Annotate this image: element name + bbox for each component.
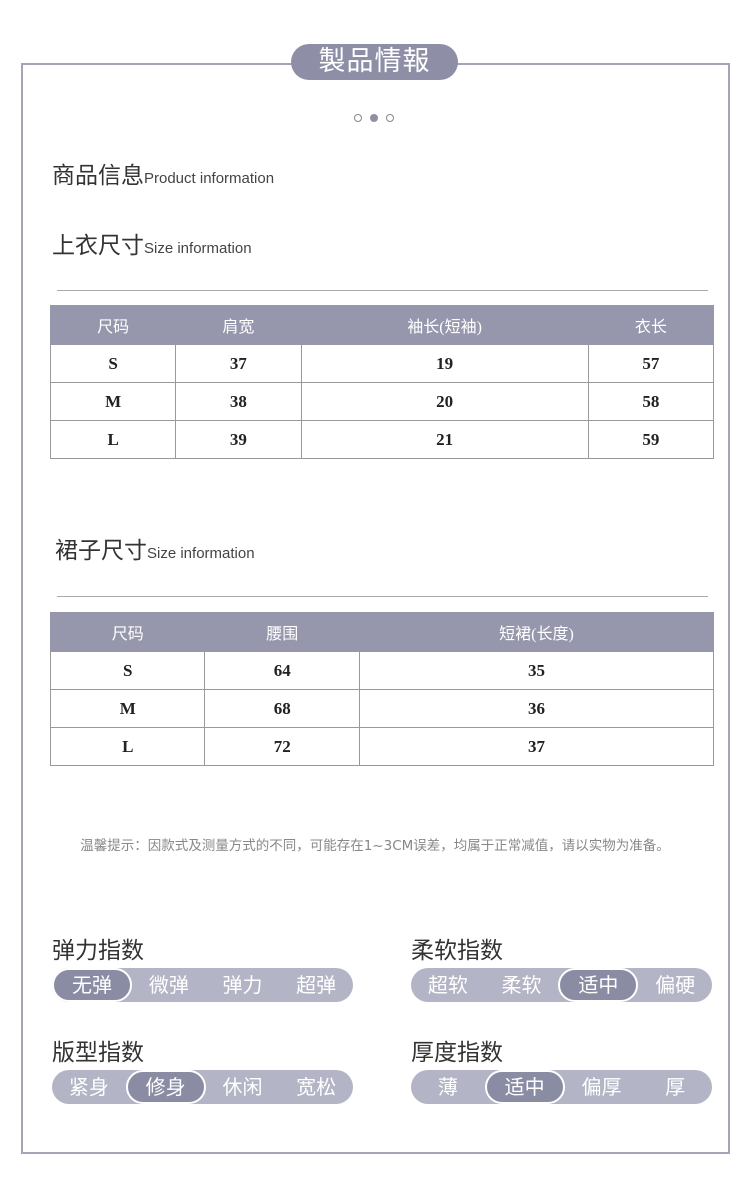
table-row: S 37 19 57 bbox=[49, 344, 715, 383]
size-tip: 温馨提示：因款式及测量方式的不同，可能存在1~3CM误差，均属于正常减值，请以实… bbox=[80, 838, 670, 854]
table-cell: 38 bbox=[175, 382, 302, 421]
index-option: 弹力 bbox=[222, 973, 263, 997]
table-cell: 58 bbox=[587, 382, 715, 421]
index-option: 休闲 bbox=[222, 1075, 263, 1099]
index-label: 厚度指数 bbox=[411, 1040, 503, 1066]
index-label: 版型指数 bbox=[52, 1040, 144, 1066]
heading-en: Size information bbox=[147, 545, 255, 562]
index-scale: 超软 柔软 适中 偏硬 bbox=[411, 968, 712, 1002]
index-option: 超软 bbox=[427, 973, 468, 997]
index-label: 柔软指数 bbox=[411, 938, 503, 964]
index-option: 厚 bbox=[665, 1075, 686, 1099]
table-cell: 57 bbox=[587, 344, 715, 383]
index-option-selected: 无弹 bbox=[52, 968, 132, 1002]
section-title-badge: 製品情報 bbox=[291, 44, 458, 80]
heading-zh: 裙子尺寸 bbox=[55, 538, 147, 564]
table-cell: 37 bbox=[358, 727, 715, 766]
product-info-heading: 商品信息Product information bbox=[52, 156, 274, 190]
skirt-size-heading: 裙子尺寸Size information bbox=[55, 531, 255, 565]
column-header: 袖长(短袖) bbox=[300, 305, 589, 345]
carousel-dot[interactable] bbox=[354, 114, 362, 122]
index-option: 微弹 bbox=[148, 973, 189, 997]
index-scale: 薄 适中 偏厚 厚 bbox=[411, 1070, 712, 1104]
table-cell: 68 bbox=[204, 689, 360, 728]
carousel-dot-active[interactable] bbox=[370, 114, 378, 122]
table-cell: 72 bbox=[204, 727, 360, 766]
table-row: M 38 20 58 bbox=[49, 382, 715, 421]
table-row: S 64 35 bbox=[49, 651, 715, 690]
index-scale: 无弹 微弹 弹力 超弹 bbox=[52, 968, 353, 1002]
index-label: 弹力指数 bbox=[52, 938, 144, 964]
divider bbox=[57, 290, 708, 291]
table-cell: 64 bbox=[204, 651, 360, 690]
skirt-size-table: 尺码 腰围 短裙(长度) S 64 35 M 68 36 L 72 37 bbox=[49, 612, 715, 766]
top-size-heading: 上衣尺寸Size information bbox=[52, 226, 252, 260]
table-row: L 72 37 bbox=[49, 727, 715, 766]
table-cell: 21 bbox=[300, 420, 589, 459]
table-cell: L bbox=[49, 420, 177, 459]
carousel-dots bbox=[354, 114, 394, 122]
table-cell: 59 bbox=[587, 420, 715, 459]
table-cell: 39 bbox=[175, 420, 302, 459]
table-row: M 68 36 bbox=[49, 689, 715, 728]
table-cell: 35 bbox=[358, 651, 715, 690]
index-option: 超弹 bbox=[296, 973, 337, 997]
table-cell: M bbox=[49, 382, 177, 421]
table-cell: S bbox=[49, 651, 206, 690]
heading-en: Size information bbox=[144, 240, 252, 257]
heading-en: Product information bbox=[144, 170, 275, 187]
index-option-selected: 适中 bbox=[484, 1070, 565, 1104]
index-option: 偏硬 bbox=[655, 973, 696, 997]
heading-zh: 商品信息 bbox=[52, 163, 144, 189]
divider bbox=[57, 596, 708, 597]
heading-zh: 上衣尺寸 bbox=[52, 233, 144, 259]
index-option: 偏厚 bbox=[581, 1075, 622, 1099]
table-header-row: 尺码 腰围 短裙(长度) bbox=[49, 612, 715, 652]
index-option-selected: 修身 bbox=[125, 1070, 206, 1104]
index-option: 紧身 bbox=[68, 1075, 109, 1099]
column-header: 衣长 bbox=[587, 305, 715, 345]
index-option: 薄 bbox=[437, 1075, 458, 1099]
table-cell: 37 bbox=[175, 344, 302, 383]
table-cell: S bbox=[49, 344, 177, 383]
table-header-row: 尺码 肩宽 袖长(短袖) 衣长 bbox=[49, 305, 715, 345]
column-header: 尺码 bbox=[49, 305, 177, 345]
column-header: 腰围 bbox=[204, 612, 360, 652]
table-cell: L bbox=[49, 727, 206, 766]
index-option-selected: 适中 bbox=[558, 968, 639, 1002]
table-cell: 19 bbox=[300, 344, 589, 383]
index-option: 宽松 bbox=[296, 1075, 337, 1099]
table-row: L 39 21 59 bbox=[49, 420, 715, 459]
table-cell: 36 bbox=[358, 689, 715, 728]
table-cell: 20 bbox=[300, 382, 589, 421]
top-size-table: 尺码 肩宽 袖长(短袖) 衣长 S 37 19 57 M 38 20 58 L 39 21 59 bbox=[49, 305, 715, 459]
carousel-dot[interactable] bbox=[386, 114, 394, 122]
column-header: 肩宽 bbox=[175, 305, 302, 345]
table-cell: M bbox=[49, 689, 206, 728]
column-header: 尺码 bbox=[49, 612, 206, 652]
column-header: 短裙(长度) bbox=[358, 612, 715, 652]
index-option: 柔软 bbox=[501, 973, 542, 997]
index-scale: 紧身 修身 休闲 宽松 bbox=[52, 1070, 353, 1104]
